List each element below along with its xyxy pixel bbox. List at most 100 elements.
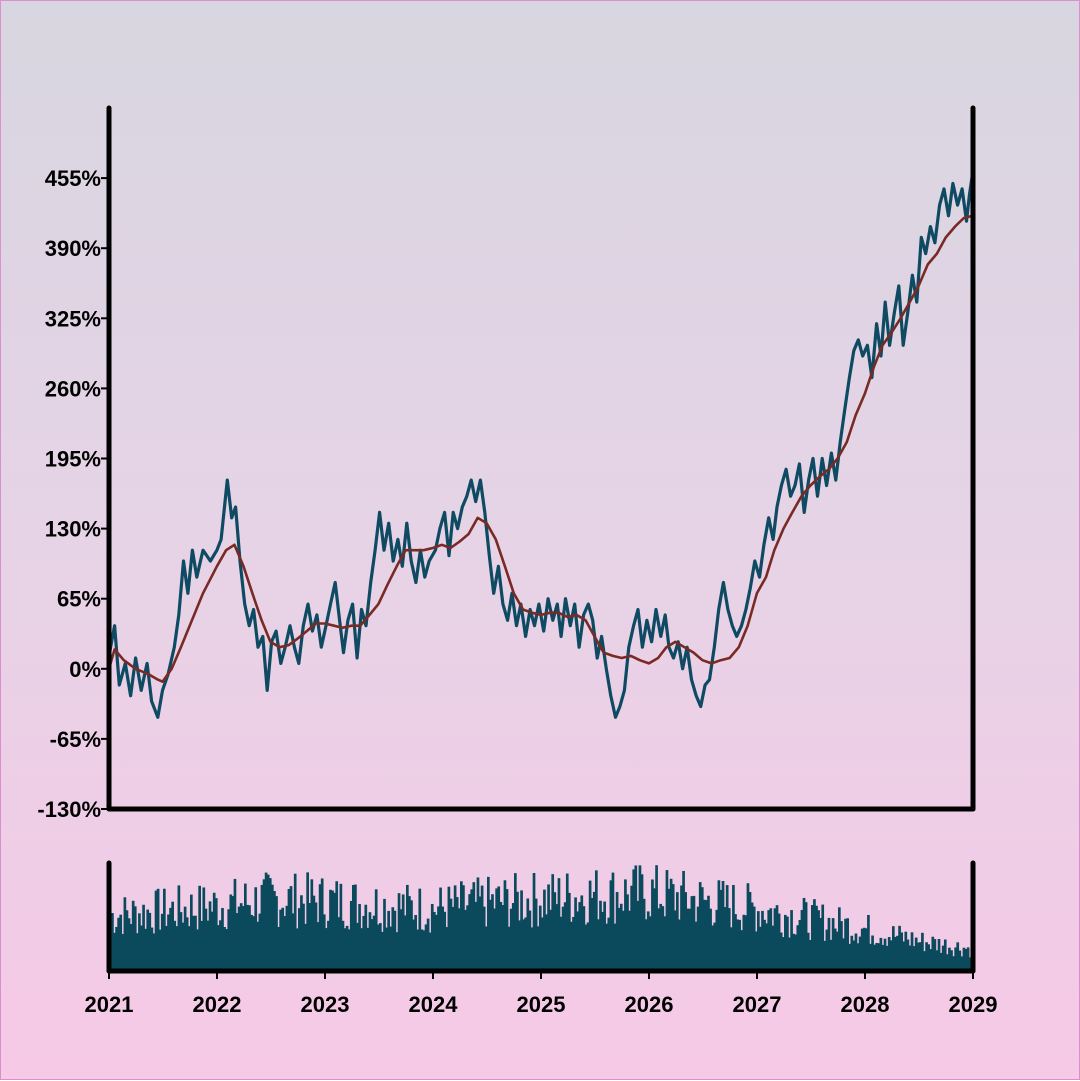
volume-bar xyxy=(167,914,170,971)
y-tick-label: 260% xyxy=(45,376,101,401)
volume-bar xyxy=(412,919,415,971)
volume-bar xyxy=(399,909,403,971)
volume-bar xyxy=(825,929,829,971)
volume-bar xyxy=(873,944,876,971)
volume-bar xyxy=(453,885,457,971)
volume-bar xyxy=(337,917,341,971)
volume-bar xyxy=(848,943,852,971)
volume-bar xyxy=(744,915,748,971)
volume-bar xyxy=(214,898,218,971)
volume-bar xyxy=(644,919,648,971)
volume-bar xyxy=(908,945,912,971)
volume-bar xyxy=(865,928,868,971)
y-tick-label: 65% xyxy=(57,587,101,612)
volume-bar xyxy=(370,919,374,971)
volume-bar xyxy=(599,900,602,971)
volume-bar xyxy=(611,872,615,971)
volume-bar xyxy=(424,924,428,971)
volume-bar xyxy=(592,891,596,971)
volume-bar xyxy=(136,933,139,971)
volume-bar xyxy=(958,950,962,971)
volume-bar xyxy=(152,933,156,971)
volume-bar xyxy=(730,927,733,971)
volume-bar xyxy=(420,929,424,971)
volume-bar xyxy=(875,943,879,971)
volume-bar xyxy=(966,947,970,971)
volume-bar xyxy=(468,894,471,971)
volume-bar xyxy=(862,927,866,971)
volume-bar xyxy=(327,920,330,971)
volume-bar xyxy=(480,885,484,971)
volume-bar xyxy=(725,885,729,971)
volume-bar xyxy=(617,907,621,971)
volume-bar xyxy=(150,927,154,971)
x-axis-tick-labels: 2021 2022 2023 2024 2025 2026 2027 2028 2029 xyxy=(85,971,997,1017)
volume-bar xyxy=(418,888,422,971)
volume-bar xyxy=(684,892,687,971)
volume-bar xyxy=(640,874,644,971)
volume-bar xyxy=(788,937,791,971)
volume-bar xyxy=(563,902,567,971)
volume-bar xyxy=(659,903,663,971)
volume-bar xyxy=(472,882,476,971)
volume-bar xyxy=(196,929,199,971)
volume-bar xyxy=(374,889,378,971)
volume-bar xyxy=(811,905,814,971)
volume-bar xyxy=(698,882,702,971)
volume-bar xyxy=(381,931,384,971)
volume-bar xyxy=(925,942,928,971)
volume-bar xyxy=(898,925,901,971)
volume-bar xyxy=(123,897,127,971)
volume-bar xyxy=(937,939,941,971)
volume-bar xyxy=(671,884,675,971)
volume-bar xyxy=(165,925,168,971)
volume-bar xyxy=(169,907,172,971)
volume-bar xyxy=(846,918,849,971)
volume-bar xyxy=(968,957,972,971)
volume-bar xyxy=(590,897,594,971)
volume-bar xyxy=(304,923,307,971)
volume-bar xyxy=(877,943,881,971)
volume-bar xyxy=(187,926,191,971)
volume-bar xyxy=(850,935,854,971)
volume-bar xyxy=(156,888,160,971)
volume-bar xyxy=(530,927,534,971)
volume-bar xyxy=(634,865,638,971)
volume-bar xyxy=(800,910,804,971)
volume-bar xyxy=(160,913,164,971)
volume-bar xyxy=(451,906,455,971)
volume-bar xyxy=(277,927,280,971)
volume-bar xyxy=(667,888,671,971)
volume-bar xyxy=(266,874,270,971)
volume-bar xyxy=(428,932,432,971)
volume-bar xyxy=(601,911,604,971)
volume-bar xyxy=(669,878,673,971)
volume-bar xyxy=(316,922,320,971)
volume-bar xyxy=(148,912,152,971)
volume-bar xyxy=(781,937,785,971)
volume-bar xyxy=(950,950,953,971)
volume-bar xyxy=(489,899,492,971)
volume-bar xyxy=(881,944,885,971)
volume-bar xyxy=(252,916,255,971)
volume-bar xyxy=(900,932,903,971)
volume-bar xyxy=(237,906,241,971)
volume-bar xyxy=(379,923,382,971)
volume-bar xyxy=(293,873,297,971)
volume-bar xyxy=(885,945,889,971)
volume-bar xyxy=(879,937,883,971)
volume-bar xyxy=(840,921,843,971)
volume-bar xyxy=(158,929,162,971)
volume-bar xyxy=(192,915,195,971)
volume-bar xyxy=(497,886,501,971)
volume-bar xyxy=(919,942,922,971)
volume-bar xyxy=(939,952,943,971)
volume-bar xyxy=(125,910,129,971)
volume-bar xyxy=(605,923,609,971)
volume-bar xyxy=(559,916,563,971)
volume-bar xyxy=(258,913,262,971)
volume-bar xyxy=(212,892,216,971)
volume-bar xyxy=(946,954,949,971)
volume-bar xyxy=(335,881,339,971)
volume-bar xyxy=(117,917,120,971)
